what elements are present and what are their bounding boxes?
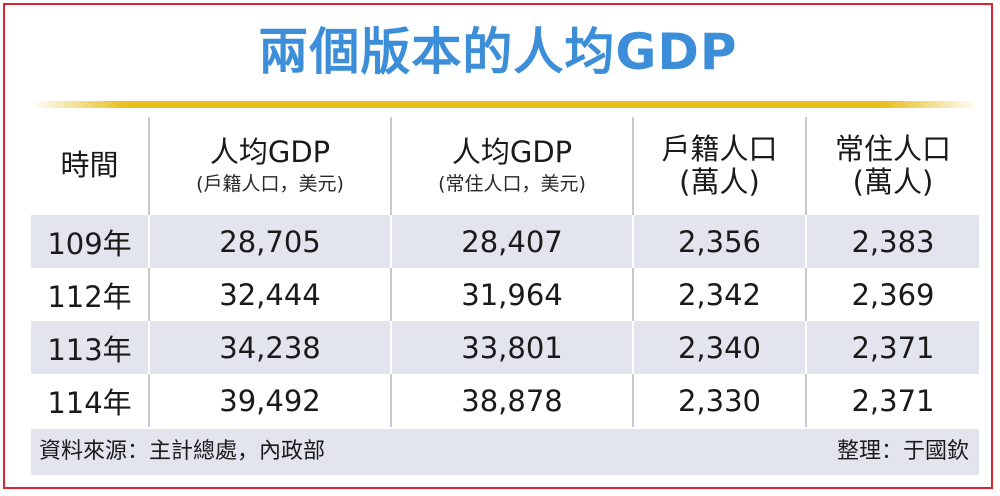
title-underline (31, 101, 979, 108)
cell-gdp-household: 32,444 (148, 268, 391, 321)
header-resident-pop-label: 常住人口 (834, 131, 951, 166)
cell-gdp-resident: 33,801 (390, 321, 633, 374)
table-row: 113年 34,238 33,801 2,340 2,371 (31, 321, 979, 374)
header-household-pop-label: 戶籍人口 (661, 131, 778, 166)
data-table: 時間 人均GDP (戶籍人口，美元) 人均GDP (常住人口，美元) 戶籍人口 … (31, 117, 979, 427)
cell-year: 109年 (31, 215, 149, 268)
cell-household-pop: 2,342 (632, 268, 806, 321)
header-gdp-resident-sub: (常住人口，美元) (438, 172, 586, 195)
cell-year: 114年 (31, 374, 149, 427)
cell-year: 112年 (31, 268, 149, 321)
header-row: 時間 人均GDP (戶籍人口，美元) 人均GDP (常住人口，美元) 戶籍人口 … (31, 117, 979, 215)
editor-credit: 整理：于國欽 (836, 439, 969, 464)
header-gdp-household-sub: (戶籍人口，美元) (196, 172, 344, 195)
cell-gdp-resident: 28,407 (390, 215, 633, 268)
header-time: 時間 (31, 117, 149, 215)
footer-bar: 資料來源：主計總處，內政部 整理：于國欽 (31, 429, 979, 475)
header-time-label: 時間 (60, 148, 119, 183)
header-gdp-resident: 人均GDP (常住人口，美元) (390, 117, 633, 215)
cell-resident-pop: 2,371 (805, 321, 979, 374)
source-note: 資料來源：主計總處，內政部 (39, 439, 326, 464)
cell-household-pop: 2,356 (632, 215, 806, 268)
cell-gdp-household: 28,705 (148, 215, 391, 268)
table-row: 114年 39,492 38,878 2,330 2,371 (31, 374, 979, 427)
chart-title: 兩個版本的人均GDP (258, 23, 738, 81)
cell-household-pop: 2,340 (632, 321, 806, 374)
header-resident-pop: 常住人口 (萬人) (805, 117, 979, 215)
cell-resident-pop: 2,383 (805, 215, 979, 268)
header-household-pop: 戶籍人口 (萬人) (632, 117, 806, 215)
table-row: 109年 28,705 28,407 2,356 2,383 (31, 215, 979, 268)
header-gdp-resident-label: 人均GDP (451, 135, 573, 170)
cell-gdp-resident: 31,964 (390, 268, 633, 321)
header-gdp-household-label: 人均GDP (209, 135, 331, 170)
cell-gdp-household: 34,238 (148, 321, 391, 374)
header-household-pop-sub: (萬人) (679, 165, 760, 199)
table-row: 112年 32,444 31,964 2,342 2,369 (31, 268, 979, 321)
cell-year: 113年 (31, 321, 149, 374)
header-resident-pop-sub: (萬人) (852, 165, 934, 199)
cell-gdp-household: 39,492 (148, 374, 391, 427)
cell-resident-pop: 2,369 (805, 268, 979, 321)
header-gdp-household: 人均GDP (戶籍人口，美元) (148, 117, 391, 215)
chart-frame: 兩個版本的人均GDP 時間 人均GDP (戶籍人口，美元) 人均GDP (常住人… (3, 3, 993, 489)
cell-household-pop: 2,330 (632, 374, 806, 427)
cell-gdp-resident: 38,878 (390, 374, 633, 427)
cell-resident-pop: 2,371 (805, 374, 979, 427)
